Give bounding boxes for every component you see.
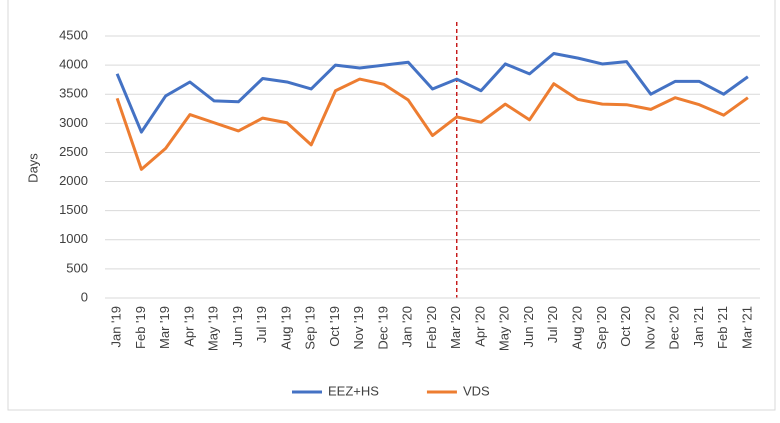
- x-tick-label: Jul '19: [254, 306, 269, 343]
- series-line: [115, 51, 749, 134]
- y-tick-label: 1500: [59, 202, 88, 217]
- x-tick-label: Jun '20: [521, 306, 536, 348]
- y-tick-label: 2500: [59, 144, 88, 159]
- y-tick-label: 3500: [59, 86, 88, 101]
- x-tick-label: Mar '21: [739, 306, 754, 349]
- x-tick-label: Jan '20: [400, 306, 415, 348]
- x-tick-label: Jan '21: [691, 306, 706, 348]
- x-tick-label: Aug '19: [278, 306, 293, 350]
- x-tick-label: Oct '20: [618, 306, 633, 347]
- x-tick-label: Jun '19: [230, 306, 245, 348]
- x-tick-label: May '19: [206, 306, 221, 351]
- series-line: [115, 77, 749, 171]
- x-tick-label: Aug '20: [569, 306, 584, 350]
- chart-frame: [7, 0, 776, 411]
- y-tick-label: 500: [66, 260, 88, 275]
- x-tick-label: Feb '20: [424, 306, 439, 349]
- y-tick-label: 4000: [59, 57, 88, 72]
- x-tick-label: Nov '20: [642, 306, 657, 350]
- legend-label: VDS: [463, 383, 490, 398]
- x-tick-label: Sep '20: [594, 306, 609, 350]
- y-tick-label: 0: [81, 289, 88, 304]
- x-tick-label: Nov '19: [351, 306, 366, 350]
- x-tick-label: Oct '19: [327, 306, 342, 347]
- y-axis-label: Days: [25, 153, 40, 183]
- x-tick-label: Mar '20: [448, 306, 463, 349]
- x-tick-label: Apr '19: [181, 306, 196, 347]
- legend-label: EEZ+HS: [328, 383, 379, 398]
- x-tick-label: Dec '20: [667, 306, 682, 350]
- x-tick-label: Sep '19: [303, 306, 318, 350]
- y-tick-label: 4500: [59, 27, 88, 42]
- x-tick-label: Mar '19: [157, 306, 172, 349]
- x-tick-label: Jan '19: [109, 306, 124, 348]
- x-tick-label: Dec '19: [375, 306, 390, 350]
- x-tick-label: Apr '20: [472, 306, 487, 347]
- y-tick-label: 1000: [59, 231, 88, 246]
- x-tick-label: Jul '20: [545, 306, 560, 343]
- x-tick-label: Feb '19: [133, 306, 148, 349]
- y-tick-label: 2000: [59, 173, 88, 188]
- x-tick-label: May '20: [497, 306, 512, 351]
- x-tick-label: Feb '21: [715, 306, 730, 349]
- y-tick-label: 3000: [59, 115, 88, 130]
